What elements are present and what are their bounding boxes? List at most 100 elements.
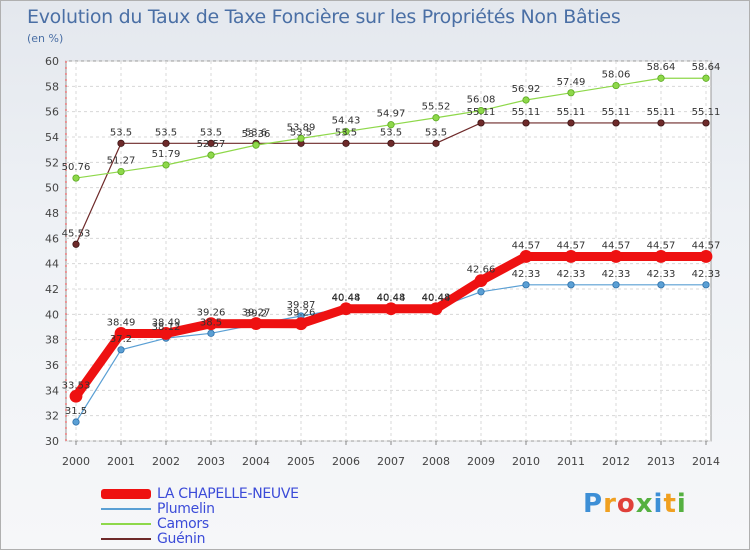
x-tick-label: 2008 (422, 455, 450, 468)
data-point (384, 302, 398, 316)
legend-label-series-2: Camors (157, 516, 209, 532)
x-tick-label: 2010 (512, 455, 540, 468)
x-tick-label: 2001 (107, 455, 135, 468)
y-tick-label: 54 (45, 131, 59, 144)
logo-letter: i (653, 489, 664, 519)
data-label: 44.57 (557, 240, 586, 251)
data-label: 42.33 (647, 269, 676, 280)
data-label: 53.5 (335, 127, 357, 138)
data-label: 40.48 (422, 292, 451, 303)
data-label: 38.5 (200, 317, 222, 328)
data-point (297, 134, 305, 142)
data-label: 57.49 (557, 77, 586, 88)
data-label: 44.57 (647, 240, 676, 251)
data-point (162, 161, 170, 169)
legend-swatch-series-2 (101, 523, 151, 525)
data-label: 40.44 (332, 293, 361, 304)
y-tick-label: 48 (45, 207, 59, 220)
x-tick-label: 2012 (602, 455, 630, 468)
data-point (702, 119, 710, 127)
data-label: 39.87 (287, 300, 316, 311)
data-point (207, 139, 215, 147)
data-label: 53.5 (290, 127, 312, 138)
data-point (117, 167, 125, 176)
data-point (657, 74, 665, 82)
y-tick-label: 42 (45, 283, 59, 296)
data-label: 38.12 (152, 322, 181, 333)
data-label: 44.57 (602, 240, 631, 251)
data-point (474, 274, 488, 288)
legend-swatch-series-0 (101, 489, 151, 499)
y-tick-label: 58 (45, 80, 59, 93)
y-tick-label: 36 (45, 359, 59, 372)
data-point (117, 139, 125, 147)
data-point (162, 139, 170, 147)
data-label: 42.66 (467, 265, 496, 276)
data-point (609, 250, 623, 263)
data-point (567, 119, 575, 127)
y-tick-label: 32 (45, 410, 59, 423)
data-point (69, 389, 83, 403)
data-label: 38.49 (107, 317, 136, 328)
x-tick-label: 2011 (557, 455, 585, 468)
x-tick-label: 2007 (377, 455, 405, 468)
data-point (342, 139, 350, 147)
data-point (477, 107, 485, 115)
x-tick-label: 2003 (197, 455, 225, 468)
data-point (207, 151, 215, 159)
y-tick-label: 44 (45, 258, 59, 271)
data-label: 40.44 (422, 293, 451, 304)
data-point (702, 74, 710, 82)
x-tick-label: 2006 (332, 455, 360, 468)
data-label: 40.48 (377, 292, 406, 303)
data-point (72, 174, 80, 182)
data-point (432, 139, 440, 147)
logo-letter: i (676, 489, 687, 519)
data-point (207, 329, 215, 337)
y-tick-label: 38 (45, 334, 59, 347)
proxiti-logo: Proxiti (583, 489, 687, 519)
logo-letter: P (583, 489, 604, 519)
data-label: 53.5 (380, 127, 402, 138)
data-label: 38.49 (152, 317, 181, 328)
data-label: 55.11 (647, 107, 676, 118)
data-label: 58.64 (692, 62, 721, 73)
data-point (567, 281, 575, 289)
y-tick-label: 40 (45, 308, 59, 321)
data-label: 39.26 (287, 308, 316, 319)
data-point (294, 317, 308, 331)
data-point (249, 317, 263, 330)
data-label: 42.33 (602, 269, 631, 280)
data-point (522, 119, 530, 127)
x-tick-label: 2009 (467, 455, 495, 468)
logo-letter: o (616, 489, 636, 519)
data-label: 52.57 (197, 139, 226, 150)
data-label: 53.5 (110, 127, 132, 138)
x-tick-label: 2013 (647, 455, 675, 468)
data-point (342, 127, 350, 136)
data-point (72, 240, 80, 248)
y-tick-label: 30 (45, 435, 59, 448)
data-label: 53.89 (287, 122, 316, 133)
legend-swatch-series-3 (101, 538, 151, 540)
data-point (519, 250, 533, 263)
chart-title: Evolution du Taux de Taxe Foncière sur l… (27, 6, 621, 28)
data-point (612, 281, 620, 289)
data-label: 51.27 (107, 156, 136, 167)
data-point (612, 81, 620, 90)
legend-swatch-series-1 (101, 508, 151, 510)
data-point (477, 119, 485, 127)
data-label: 56.92 (512, 84, 541, 95)
data-point (657, 281, 665, 289)
data-point (702, 281, 710, 289)
data-point (72, 418, 80, 426)
x-tick-label: 2005 (287, 455, 315, 468)
data-label: 33.53 (62, 380, 91, 391)
data-label: 55.11 (692, 107, 721, 118)
x-tick-label: 2000 (62, 455, 90, 468)
data-label: 39.27 (242, 308, 271, 319)
data-point (204, 317, 218, 331)
y-tick-label: 60 (45, 55, 59, 68)
y-tick-label: 56 (45, 106, 59, 119)
